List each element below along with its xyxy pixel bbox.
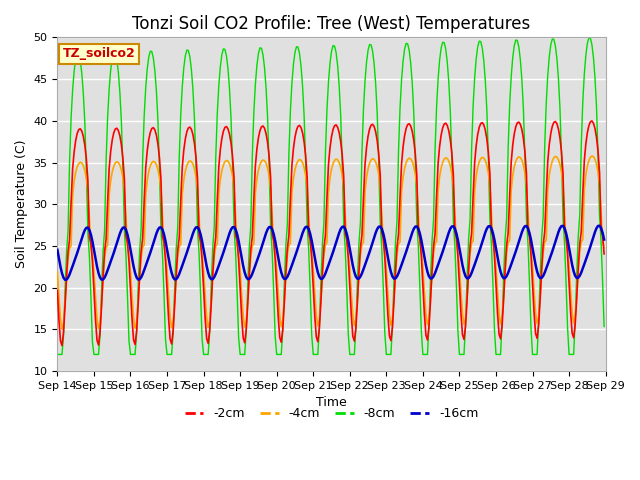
X-axis label: Time: Time [316, 396, 347, 409]
Y-axis label: Soil Temperature (C): Soil Temperature (C) [15, 140, 28, 268]
Text: TZ_soilco2: TZ_soilco2 [63, 48, 136, 60]
Title: Tonzi Soil CO2 Profile: Tree (West) Temperatures: Tonzi Soil CO2 Profile: Tree (West) Temp… [132, 15, 531, 33]
Legend: -2cm, -4cm, -8cm, -16cm: -2cm, -4cm, -8cm, -16cm [179, 402, 483, 425]
